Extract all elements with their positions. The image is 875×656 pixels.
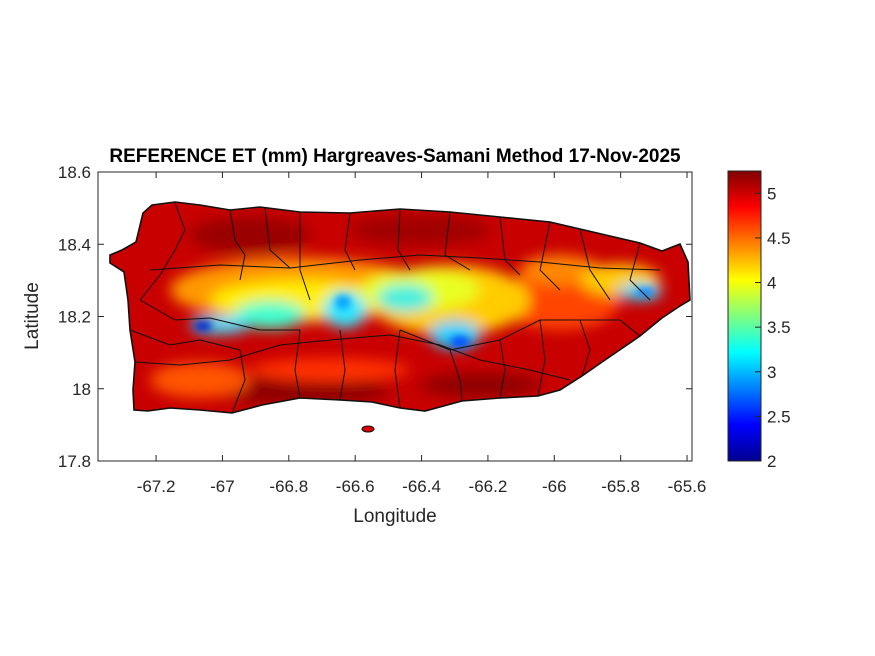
municipal-border	[539, 221, 561, 291]
municipal-border	[579, 319, 591, 377]
low-et-region	[450, 336, 470, 348]
municipal-border	[629, 242, 651, 301]
colorbar-tick-label: 3.5	[767, 318, 791, 337]
municipal-border	[499, 339, 506, 399]
municipal-border	[231, 349, 246, 414]
municipal-borders	[129, 202, 661, 414]
colorbar-tick-label: 4	[767, 274, 776, 293]
heat-region	[420, 373, 540, 397]
heat-region	[210, 376, 390, 404]
municipal-border	[129, 329, 241, 351]
municipal-border	[264, 207, 291, 269]
low-et-region	[194, 321, 212, 331]
colorbar-gradient	[727, 170, 762, 462]
y-tick-label: 18.6	[58, 163, 91, 182]
municipal-border	[397, 209, 411, 271]
chart-title: REFERENCE ET (mm) Hargreaves-Samani Meth…	[109, 146, 681, 167]
colorbar-tick-label: 2.5	[767, 407, 791, 426]
municipal-border	[339, 329, 346, 401]
y-tick-label: 18	[72, 380, 91, 399]
x-tick-label: -65.6	[668, 477, 707, 496]
small-island	[361, 425, 375, 433]
municipal-border	[619, 319, 641, 337]
heat-region	[235, 301, 305, 329]
municipal-border	[449, 349, 463, 402]
heat-region	[323, 292, 367, 328]
municipal-border	[134, 334, 571, 381]
heat-region	[350, 215, 490, 245]
low-et-region	[335, 295, 351, 309]
municipal-border	[579, 228, 611, 301]
colorbar-tick-label: 3	[767, 363, 776, 382]
x-axis-label: Longitude	[353, 506, 436, 527]
municipal-border	[537, 319, 546, 397]
municipal-border	[209, 317, 300, 331]
y-axis-label: Latitude	[22, 282, 43, 350]
colorbar: 2 2.5 3 3.5 4 4.5 5	[727, 170, 791, 471]
heat-region	[150, 362, 250, 398]
heat-region	[250, 358, 410, 382]
y-tick-label: 18.2	[58, 308, 91, 327]
municipal-border	[139, 202, 186, 301]
x-tick-label: -66.4	[402, 477, 441, 496]
heat-region	[377, 284, 433, 312]
municipal-border	[139, 299, 211, 321]
x-tick-label: -66.2	[469, 477, 508, 496]
municipal-border	[394, 329, 401, 409]
colorbar-tick-label: 5	[767, 184, 776, 203]
municipal-border	[229, 209, 246, 281]
municipal-border	[344, 212, 356, 271]
municipal-border	[299, 212, 311, 301]
municipal-border	[444, 211, 471, 271]
colorbar-tick-label: 4.5	[767, 229, 791, 248]
x-tick-label: -67	[210, 477, 235, 496]
y-tick-label: 17.8	[58, 452, 91, 471]
plot-area: -67.2 -67 -66.8 -66.6 -66.4 -66.2 -66 -65.8 -65.…	[58, 163, 706, 496]
municipal-border	[149, 254, 661, 271]
x-tick-label: -66.6	[336, 477, 375, 496]
x-tick-label: -67.2	[137, 477, 176, 496]
heat-region	[190, 217, 310, 253]
x-tick-label: -66.8	[269, 477, 308, 496]
et-heatmap	[110, 202, 690, 413]
municipal-border	[399, 319, 620, 351]
x-tick-label: -65.8	[601, 477, 640, 496]
y-tick-label: 18.4	[58, 235, 91, 254]
x-tick-label: -66	[542, 477, 567, 496]
colorbar-tick-label: 2	[767, 452, 776, 471]
